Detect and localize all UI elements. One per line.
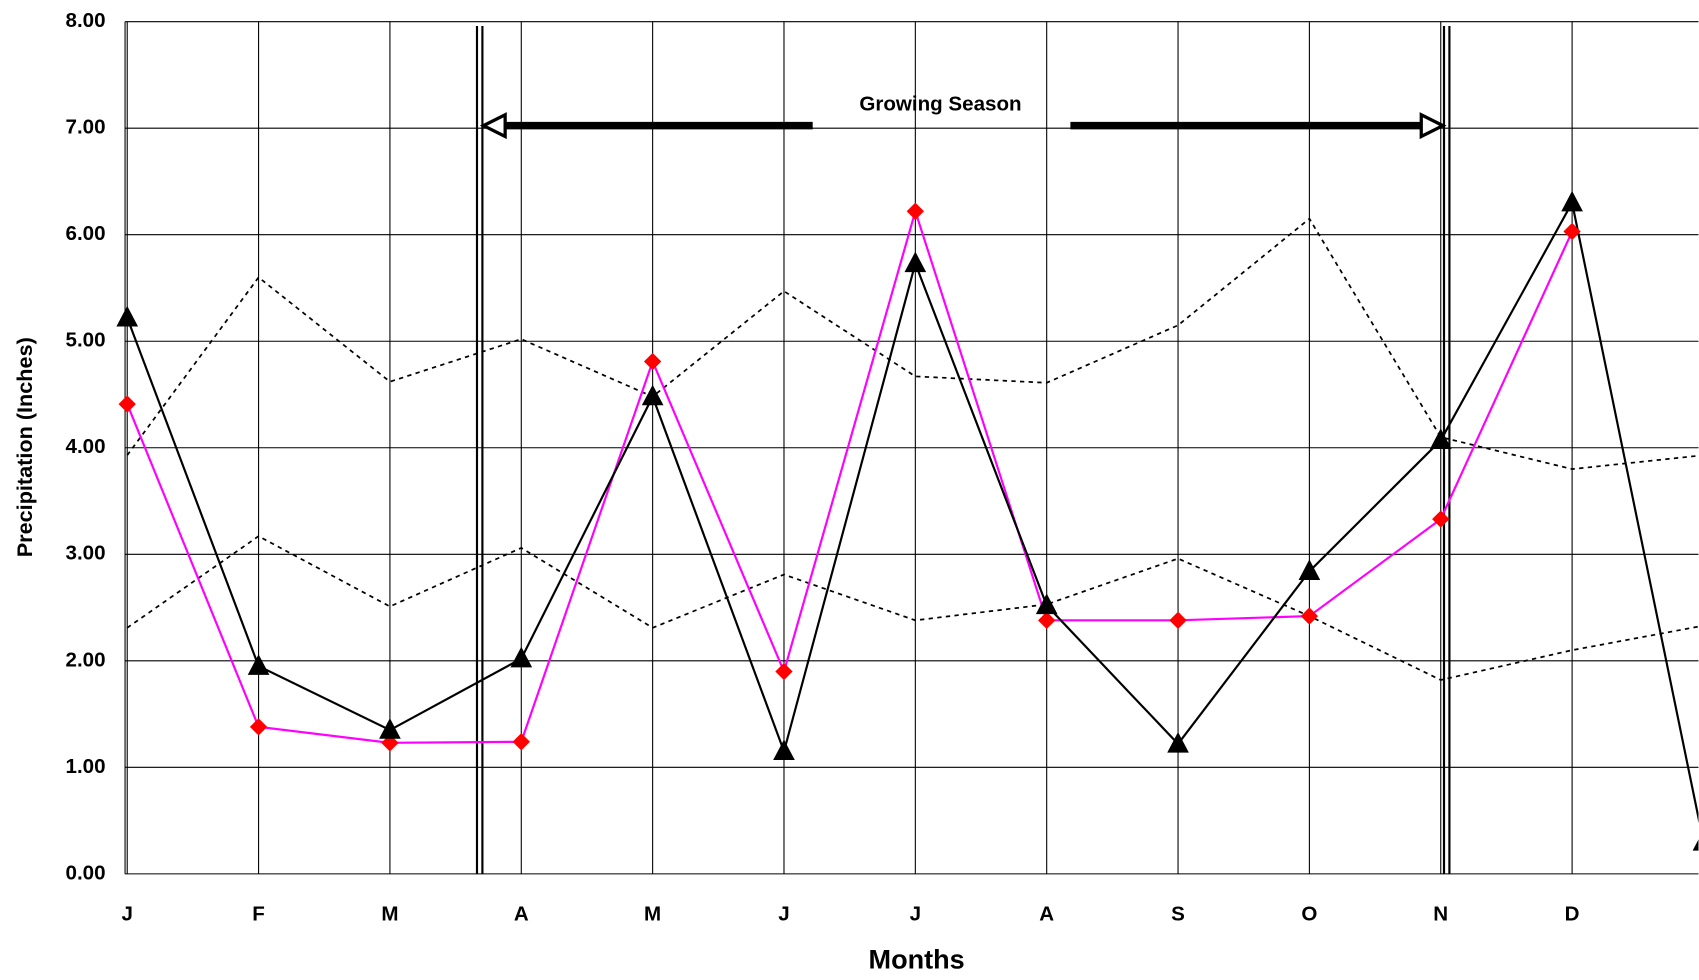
y-tick-label: 6.00 xyxy=(66,222,106,245)
y-tick-label: 2.00 xyxy=(66,648,106,671)
y-tick-label: 4.00 xyxy=(66,435,106,458)
triangle-marker xyxy=(247,654,270,675)
triangle-marker xyxy=(773,739,795,761)
triangle-marker xyxy=(116,305,139,327)
growing-season-markers xyxy=(475,25,1451,874)
x-tick-label: A xyxy=(514,902,529,925)
y-tick-label: 0.00 xyxy=(66,861,106,884)
x-axis-label: Months xyxy=(869,944,965,975)
series-layer xyxy=(116,190,1699,851)
y-axis-label: Precipitation (Inches) xyxy=(12,337,37,557)
triangle-marker xyxy=(1035,593,1058,615)
y-tick-label: 7.00 xyxy=(66,116,106,139)
triangle-marker xyxy=(379,718,401,739)
diamond-marker xyxy=(1169,611,1187,630)
x-tick-label: A xyxy=(1039,902,1054,925)
diamond-marker xyxy=(118,395,136,413)
diamond-marker xyxy=(1038,611,1056,630)
diamond-marker xyxy=(906,202,925,220)
annotation: Growing Season xyxy=(859,92,1021,115)
series-line xyxy=(126,535,1699,681)
arrow-head xyxy=(1419,112,1447,140)
triangle-marker xyxy=(1167,732,1189,753)
x-tick-label: N xyxy=(1433,902,1448,925)
x-tick-label: M xyxy=(644,902,661,925)
x-tick-label: J xyxy=(778,902,789,925)
diamond-marker xyxy=(775,662,793,681)
triangle-marker xyxy=(1692,839,1699,851)
series-line xyxy=(126,207,1574,744)
triangle-marker xyxy=(904,251,927,273)
diamond-marker xyxy=(249,718,268,736)
series-line xyxy=(126,199,1699,824)
arrow-head xyxy=(479,112,507,140)
x-tick-label: J xyxy=(910,902,921,925)
x-tick-label: F xyxy=(252,902,265,925)
grid xyxy=(124,21,1699,875)
diamond-marker xyxy=(643,352,662,371)
triangle-marker xyxy=(1298,559,1321,581)
y-tick-label: 3.00 xyxy=(66,542,106,565)
diamond-marker xyxy=(1432,510,1450,528)
diamond-marker xyxy=(512,733,530,751)
triangle-marker xyxy=(1561,190,1583,212)
x-tick-label: O xyxy=(1301,902,1317,925)
x-tick-label: S xyxy=(1171,902,1185,925)
x-tick-label: J xyxy=(122,902,133,925)
y-tick-label: 1.00 xyxy=(66,755,106,778)
y-tick-label: 8.00 xyxy=(66,9,106,32)
diamond-marker xyxy=(1563,222,1581,241)
diamond-marker xyxy=(1300,607,1319,625)
x-tick-label: D xyxy=(1565,902,1580,925)
triangle-marker xyxy=(510,646,533,668)
triangle-marker xyxy=(1429,428,1452,449)
x-tick-label: M xyxy=(381,902,398,925)
y-tick-label: 5.00 xyxy=(66,329,106,352)
triangle-marker xyxy=(641,384,664,406)
